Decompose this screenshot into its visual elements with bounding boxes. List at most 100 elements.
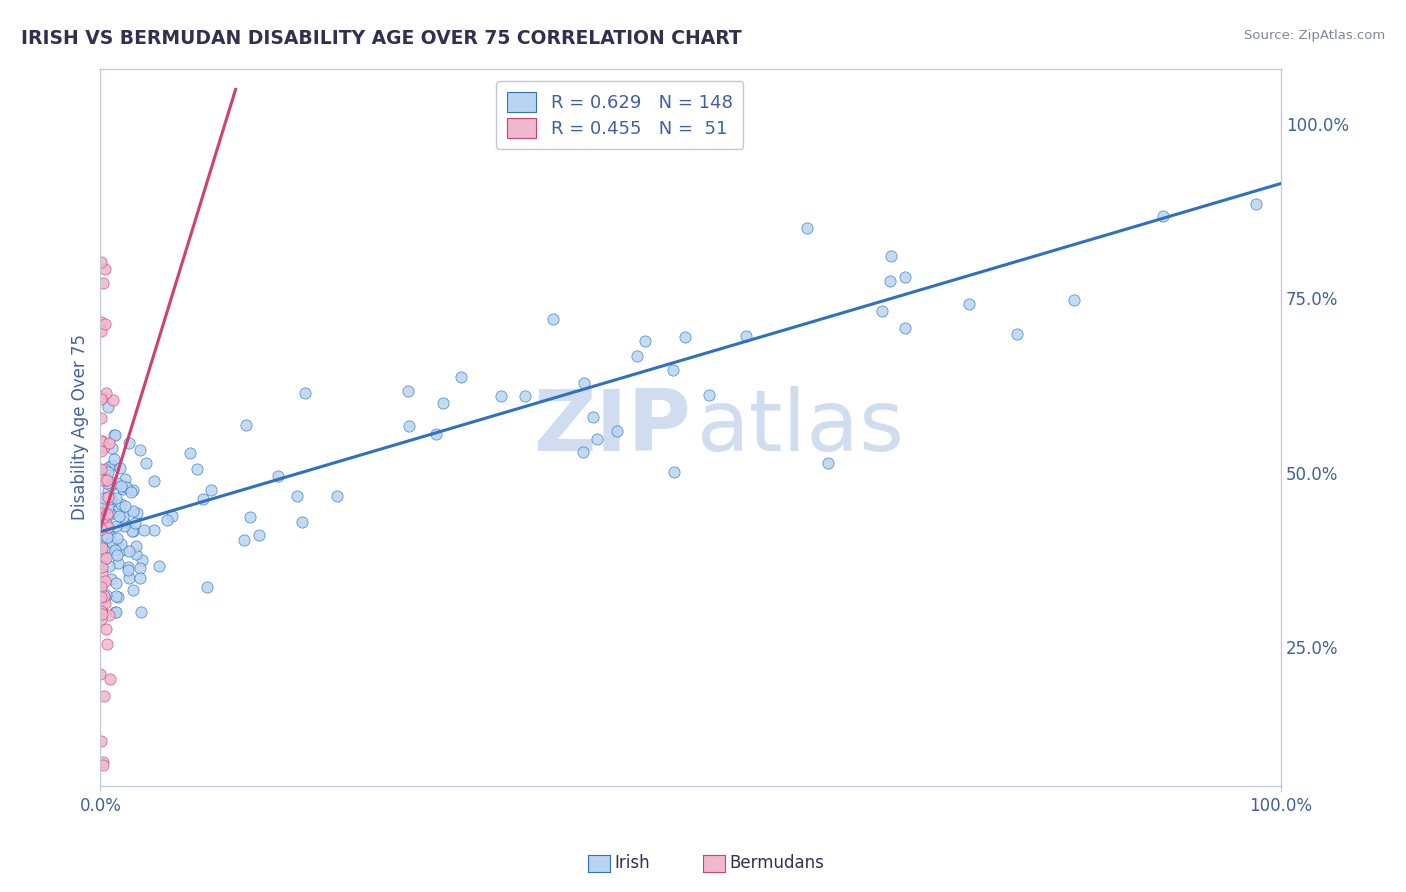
Point <box>91 276 114 290</box>
Point <box>98 558 121 573</box>
Point <box>115 480 138 494</box>
Point <box>662 466 685 480</box>
Point <box>117 563 139 577</box>
Point <box>91 511 114 525</box>
Point <box>101 393 124 408</box>
Point <box>98 459 121 474</box>
Point <box>94 596 117 610</box>
Point <box>91 755 114 769</box>
Point <box>122 524 145 538</box>
Point <box>91 607 114 621</box>
Point <box>125 506 148 520</box>
Point <box>90 522 112 536</box>
Point <box>98 672 121 686</box>
Point <box>1244 196 1267 211</box>
Point <box>148 558 170 573</box>
Point <box>90 315 112 329</box>
Point <box>132 523 155 537</box>
Point <box>893 270 915 285</box>
Text: Source: ZipAtlas.com: Source: ZipAtlas.com <box>1244 29 1385 43</box>
Point <box>96 637 118 651</box>
Point <box>108 460 131 475</box>
Point <box>100 507 122 521</box>
Point <box>97 466 120 480</box>
Point <box>96 623 118 637</box>
Point <box>124 516 146 530</box>
Text: atlas: atlas <box>696 386 904 469</box>
Point <box>179 446 201 460</box>
Point <box>107 556 129 570</box>
Point <box>97 500 120 514</box>
Y-axis label: Disability Age Over 75: Disability Age Over 75 <box>72 334 89 520</box>
Point <box>104 427 127 442</box>
Point <box>90 580 112 594</box>
Point <box>817 456 839 470</box>
Point <box>93 491 115 505</box>
Point <box>104 519 127 533</box>
Point <box>121 524 143 539</box>
Point <box>582 410 605 425</box>
Point <box>104 491 127 505</box>
Point <box>94 588 117 602</box>
Point <box>249 528 271 542</box>
Point <box>98 528 121 542</box>
Point <box>90 462 112 476</box>
Point <box>398 418 420 433</box>
Text: ZIP: ZIP <box>533 386 690 469</box>
Point <box>94 550 117 565</box>
Point <box>94 493 117 508</box>
Point <box>571 445 593 459</box>
Point <box>107 475 129 490</box>
Point <box>893 320 915 334</box>
Point <box>103 428 125 442</box>
Point <box>135 456 157 470</box>
Point <box>96 491 118 505</box>
Point <box>91 497 114 511</box>
Point <box>90 519 112 533</box>
Point <box>91 558 114 573</box>
Point <box>90 560 112 574</box>
Point <box>97 400 120 414</box>
Point <box>90 434 112 449</box>
Point <box>90 506 112 520</box>
Point <box>90 734 112 748</box>
Point <box>97 494 120 508</box>
Point <box>129 442 152 457</box>
Point <box>585 432 607 446</box>
Point <box>98 506 121 520</box>
Point <box>285 490 308 504</box>
Point <box>1152 209 1174 223</box>
Point <box>114 472 136 486</box>
Point <box>89 667 111 681</box>
Point <box>94 261 117 276</box>
Point <box>697 388 720 402</box>
Point <box>103 451 125 466</box>
Point <box>541 312 564 326</box>
Point <box>93 689 115 703</box>
Point <box>90 559 112 574</box>
Point <box>91 391 114 405</box>
Point <box>235 418 257 433</box>
Point <box>97 607 120 622</box>
Point <box>90 411 112 425</box>
Point <box>110 479 132 493</box>
Text: IRISH VS BERMUDAN DISABILITY AGE OVER 75 CORRELATION CHART: IRISH VS BERMUDAN DISABILITY AGE OVER 75… <box>21 29 742 48</box>
Point <box>100 475 122 490</box>
Point <box>97 483 120 498</box>
Point <box>143 523 166 537</box>
Point <box>100 478 122 492</box>
Point <box>94 471 117 485</box>
Point <box>425 426 447 441</box>
Text: Irish: Irish <box>614 855 650 872</box>
Point <box>91 496 114 510</box>
Point <box>107 590 129 604</box>
Point <box>396 384 419 398</box>
Point <box>515 389 537 403</box>
Point <box>96 475 118 490</box>
Point <box>91 550 114 565</box>
Point <box>879 274 901 288</box>
Point <box>90 473 112 487</box>
Point <box>120 485 142 500</box>
Point <box>118 543 141 558</box>
Point <box>125 547 148 561</box>
